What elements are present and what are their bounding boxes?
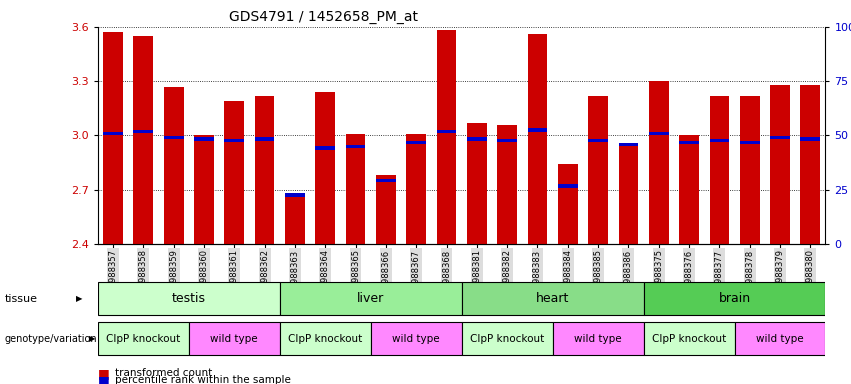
Bar <box>316 92 335 244</box>
Text: ▶: ▶ <box>76 294 83 303</box>
Text: genotype/variation: genotype/variation <box>4 334 97 344</box>
Text: transformed count: transformed count <box>115 368 212 378</box>
Text: wild type: wild type <box>574 334 622 344</box>
Bar <box>437 130 456 133</box>
Bar <box>285 194 305 197</box>
FancyBboxPatch shape <box>280 323 371 355</box>
Text: percentile rank within the sample: percentile rank within the sample <box>115 375 291 384</box>
Text: wild type: wild type <box>757 334 804 344</box>
FancyBboxPatch shape <box>98 282 280 315</box>
Bar <box>163 136 184 139</box>
Text: wild type: wild type <box>210 334 258 344</box>
Bar <box>316 146 335 150</box>
Bar <box>376 175 396 244</box>
Bar <box>194 136 214 244</box>
Bar <box>467 123 487 244</box>
Bar <box>103 132 123 135</box>
Bar <box>528 128 547 132</box>
Bar <box>588 96 608 244</box>
Text: wild type: wild type <box>392 334 440 344</box>
Bar <box>528 34 547 244</box>
Bar <box>376 179 396 182</box>
Bar <box>770 85 790 244</box>
Bar <box>467 137 487 141</box>
Bar <box>163 86 184 244</box>
Bar <box>497 124 517 244</box>
Bar <box>770 136 790 139</box>
FancyBboxPatch shape <box>280 282 461 315</box>
FancyBboxPatch shape <box>98 323 189 355</box>
Bar <box>648 81 669 244</box>
Bar <box>254 96 275 244</box>
Text: ClpP knockout: ClpP knockout <box>106 334 180 344</box>
FancyBboxPatch shape <box>461 282 643 315</box>
Bar <box>619 144 638 244</box>
Text: tissue: tissue <box>4 293 37 304</box>
Text: testis: testis <box>172 292 206 305</box>
FancyBboxPatch shape <box>643 323 734 355</box>
Text: ■: ■ <box>98 367 114 380</box>
Text: ▶: ▶ <box>89 334 95 343</box>
Bar <box>406 141 426 144</box>
Bar <box>346 134 365 244</box>
Text: brain: brain <box>718 292 751 305</box>
Bar <box>346 145 365 148</box>
Bar <box>225 139 244 142</box>
FancyBboxPatch shape <box>552 323 643 355</box>
Bar <box>588 139 608 142</box>
Text: GDS4791 / 1452658_PM_at: GDS4791 / 1452658_PM_at <box>229 10 418 25</box>
Bar <box>437 30 456 244</box>
FancyBboxPatch shape <box>371 323 461 355</box>
Bar <box>740 141 760 144</box>
Bar <box>558 184 578 188</box>
Bar <box>194 137 214 141</box>
Bar <box>103 32 123 244</box>
FancyBboxPatch shape <box>643 282 825 315</box>
Bar <box>801 137 820 141</box>
Bar <box>679 141 699 144</box>
FancyBboxPatch shape <box>461 323 552 355</box>
Bar <box>710 96 729 244</box>
Text: heart: heart <box>536 292 569 305</box>
Bar <box>225 101 244 244</box>
Text: ClpP knockout: ClpP knockout <box>470 334 545 344</box>
Bar <box>254 137 275 141</box>
Bar <box>801 85 820 244</box>
Bar <box>497 139 517 142</box>
FancyBboxPatch shape <box>189 323 280 355</box>
Text: ClpP knockout: ClpP knockout <box>288 334 363 344</box>
Bar <box>134 36 153 244</box>
Bar <box>740 96 760 244</box>
FancyBboxPatch shape <box>734 323 825 355</box>
Bar <box>406 134 426 244</box>
Bar <box>679 136 699 244</box>
Bar <box>285 193 305 244</box>
Bar <box>710 139 729 142</box>
Bar <box>558 164 578 244</box>
Text: liver: liver <box>357 292 385 305</box>
Bar <box>619 143 638 146</box>
Text: ClpP knockout: ClpP knockout <box>652 334 726 344</box>
Bar <box>648 132 669 135</box>
Text: ■: ■ <box>98 374 114 384</box>
Bar <box>134 130 153 133</box>
